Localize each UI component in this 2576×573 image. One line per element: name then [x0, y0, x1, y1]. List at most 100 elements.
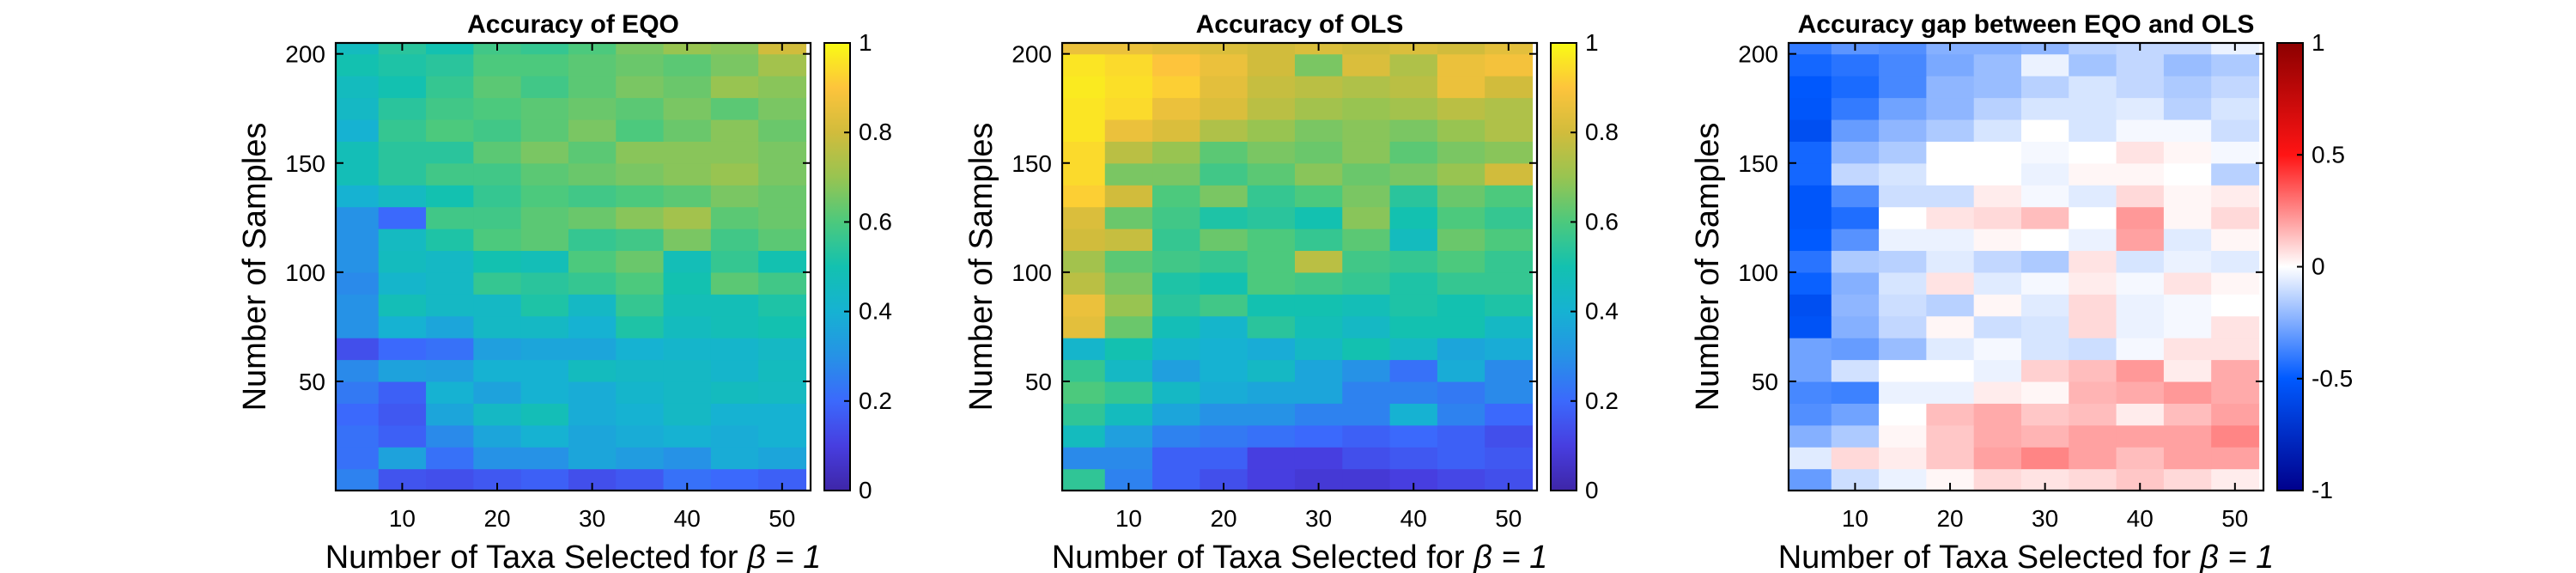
heatmap-cell: [2116, 119, 2165, 142]
heatmap-cell: [1389, 76, 1438, 99]
heatmap-cell: [758, 206, 807, 229]
heatmap-cell: [1973, 229, 2022, 252]
heatmap-cell: [336, 294, 380, 317]
heatmap-cell: [1389, 271, 1438, 295]
heatmap-cell: [1062, 338, 1106, 361]
heatmap-cell: [1389, 424, 1438, 448]
heatmap-cell: [1485, 403, 1534, 426]
heatmap-cell: [473, 206, 522, 229]
heatmap-cell: [1926, 162, 1975, 186]
colorbar-tick-label: 1: [2312, 29, 2325, 56]
heatmap-cell: [1200, 53, 1249, 76]
heatmap-cell: [336, 338, 380, 361]
heatmap-cell: [710, 76, 759, 99]
heatmap-cell: [520, 141, 569, 164]
heatmap-cell: [520, 338, 569, 361]
y-tick-label: 200: [1738, 41, 1778, 68]
heatmap-cell: [2069, 381, 2117, 404]
heatmap-cell: [426, 206, 474, 229]
colorbar-tick-label: -1: [2312, 477, 2333, 503]
heatmap-cell: [426, 119, 474, 142]
x-tick-label: 30: [2032, 505, 2058, 532]
heatmap-cell: [378, 271, 427, 295]
heatmap-cell: [2020, 271, 2069, 295]
heatmap-cell: [1152, 97, 1200, 120]
heatmap-cell: [336, 43, 380, 55]
heatmap-cell: [426, 43, 474, 55]
heatmap-cell: [1789, 185, 1832, 208]
heatmap-cell: [1389, 403, 1438, 426]
heatmap-cell: [1200, 97, 1249, 120]
heatmap-cell: [520, 97, 569, 120]
heatmap-cell: [2069, 119, 2117, 142]
heatmap-cell: [758, 381, 807, 404]
heatmap-cell: [1926, 76, 1975, 99]
colorbar-tick-label: 0.8: [1585, 119, 1619, 145]
heatmap-cell: [710, 359, 759, 382]
heatmap-cell: [1342, 271, 1391, 295]
heatmap-cell: [1342, 403, 1391, 426]
x-tick-label: 50: [769, 505, 795, 532]
heatmap-cell: [1152, 403, 1200, 426]
heatmap-cell: [378, 76, 427, 99]
heatmap-cell: [473, 447, 522, 470]
heatmap-cell: [1152, 250, 1200, 273]
heatmap-cell: [568, 403, 617, 426]
heatmap-cell: [1926, 97, 1975, 120]
x-axis-label-symbol: β = 1: [746, 539, 821, 573]
heatmap-cell: [663, 250, 712, 273]
heatmap-cell: [1062, 359, 1106, 382]
heatmap-cell: [1342, 338, 1391, 361]
heatmap-cell: [1247, 162, 1296, 186]
heatmap-cell: [1437, 162, 1485, 186]
heatmap-cell: [1247, 250, 1296, 273]
heatmap-cell: [2116, 206, 2165, 229]
heatmap-cell: [473, 97, 522, 120]
heatmap-cell: [2116, 185, 2165, 208]
heatmap-cell: [758, 162, 807, 186]
heatmap-cell: [336, 271, 380, 295]
heatmap-cell: [568, 206, 617, 229]
heatmap-cell: [2163, 359, 2212, 382]
heatmap-cell: [616, 359, 665, 382]
heatmap-cell: [1437, 185, 1485, 208]
heatmap-cell: [2211, 359, 2260, 382]
heatmap-cell: [2069, 206, 2117, 229]
heatmap-cell: [1200, 119, 1249, 142]
heatmap-cell: [473, 381, 522, 404]
colorbar-tick-label: 0: [859, 477, 872, 503]
heatmap-cell: [1831, 447, 1880, 470]
heatmap-cell: [378, 447, 427, 470]
heatmap-cell: [2211, 162, 2260, 186]
heatmap-cell: [1294, 162, 1343, 186]
heatmap-cell: [710, 271, 759, 295]
heatmap-cell: [1789, 271, 1832, 295]
heatmap-cell: [1294, 424, 1343, 448]
heatmap-cell: [1879, 338, 1927, 361]
heatmap-cell: [378, 185, 427, 208]
chart-title: Accuracy of OLS: [1196, 10, 1404, 39]
heatmap-cell: [1437, 424, 1485, 448]
colorbar-tick-label: 0: [1585, 477, 1599, 503]
heatmap-cell: [616, 381, 665, 404]
heatmap-cell: [426, 271, 474, 295]
heatmap-cell: [1152, 53, 1200, 76]
heatmap-cell: [1831, 315, 1880, 338]
heatmap-cell: [1831, 271, 1880, 295]
heatmap-cell: [1062, 315, 1106, 338]
heatmap-cell: [1789, 468, 1832, 491]
heatmap-cell: [1789, 162, 1832, 186]
heatmap-cell: [1926, 424, 1975, 448]
heatmap-cell: [710, 185, 759, 208]
heatmap-cell: [758, 229, 807, 252]
heatmap-cell: [1200, 359, 1249, 382]
heatmap-cell: [1342, 294, 1391, 317]
y-tick-label: 200: [1012, 41, 1052, 68]
heatmap-cell: [1485, 338, 1534, 361]
heatmap-cell: [758, 271, 807, 295]
heatmap-cell: [520, 447, 569, 470]
heatmap-cell: [2116, 250, 2165, 273]
heatmap-cell: [2069, 447, 2117, 470]
